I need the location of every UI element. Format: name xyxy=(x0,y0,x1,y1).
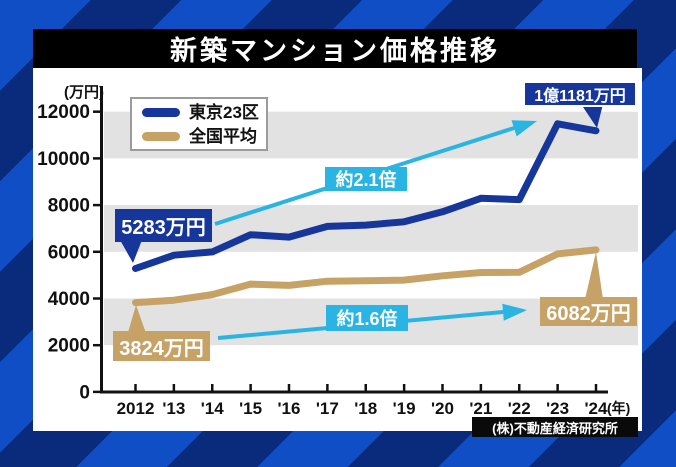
legend-item-tokyo: 東京23区 xyxy=(142,104,266,121)
x-tick-label: '21 xyxy=(469,399,492,418)
series-line-national xyxy=(132,246,600,307)
x-tick-label: '23 xyxy=(546,399,569,418)
x-tick-label: '14 xyxy=(201,399,224,418)
x-tick-label: '16 xyxy=(278,399,301,418)
annotation-national-ratio: 約1.6倍 xyxy=(326,305,408,331)
x-tick-label: '13 xyxy=(162,399,185,418)
annotation-tokyo-2012: 5283万円 xyxy=(115,209,212,242)
annotation-tail xyxy=(585,252,603,299)
national-growth-arrow-head-icon xyxy=(502,303,527,321)
x-tick-label: '15 xyxy=(239,399,262,418)
y-tick-label: 2000 xyxy=(48,336,90,357)
x-axis-ticks: 2012 '13 '14 '15 '16 '17 '18 '19 '20 '21 '22 '23 '24… xyxy=(117,384,630,418)
legend-label-tokyo: 東京23区 xyxy=(189,102,259,122)
axes xyxy=(100,86,608,394)
legend: 東京23区 全国平均 xyxy=(130,97,268,151)
page-title: 新築マンション価格推移 xyxy=(33,29,637,68)
y-tick-label: 6000 xyxy=(48,242,90,263)
annotation-tails xyxy=(120,104,603,336)
series-line-tokyo xyxy=(132,120,600,272)
page-title-text: 新築マンション価格推移 xyxy=(170,36,500,66)
y-axis-unit-label: (万円) xyxy=(64,84,104,101)
annotation-tokyo-2024: 1億1181万円 xyxy=(523,81,637,107)
data-series xyxy=(132,120,600,307)
source-credit: (株)不動産経済研究所 xyxy=(472,417,638,437)
annotation-national-2024: 6082万円 xyxy=(540,297,637,326)
y-tick-label: 4000 xyxy=(48,289,90,310)
x-tick-label: '17 xyxy=(316,399,339,418)
annotation-tail xyxy=(127,305,147,336)
x-tick-label: 2012 xyxy=(117,399,155,418)
y-axis-ticks: 12000 10000 8000 6000 4000 2000 0 xyxy=(37,102,101,403)
y-tick-label: 8000 xyxy=(48,196,90,217)
annotation-national-2012: 3824万円 xyxy=(113,331,210,361)
tokyo-line-swatch xyxy=(142,107,180,117)
y-tick-label: 0 xyxy=(79,382,90,403)
national-line-swatch xyxy=(142,131,180,141)
x-tick-label: '20 xyxy=(431,399,454,418)
legend-label-national: 全国平均 xyxy=(189,126,257,146)
tokyo-growth-arrow-head-icon xyxy=(511,120,537,137)
y-tick-label: 12000 xyxy=(37,102,90,123)
annotation-tail xyxy=(581,104,603,128)
x-tick-label: '18 xyxy=(354,399,377,418)
legend-item-national: 全国平均 xyxy=(142,128,266,145)
x-axis-unit-label: (年) xyxy=(607,400,630,416)
x-tick-label: '24 xyxy=(585,399,608,418)
annotation-tokyo-ratio: 約2.1倍 xyxy=(325,167,407,191)
x-tick-label: '22 xyxy=(508,399,531,418)
y-tick-label: 10000 xyxy=(37,149,90,170)
annotation-tail xyxy=(120,240,142,263)
x-tick-label: '19 xyxy=(393,399,416,418)
